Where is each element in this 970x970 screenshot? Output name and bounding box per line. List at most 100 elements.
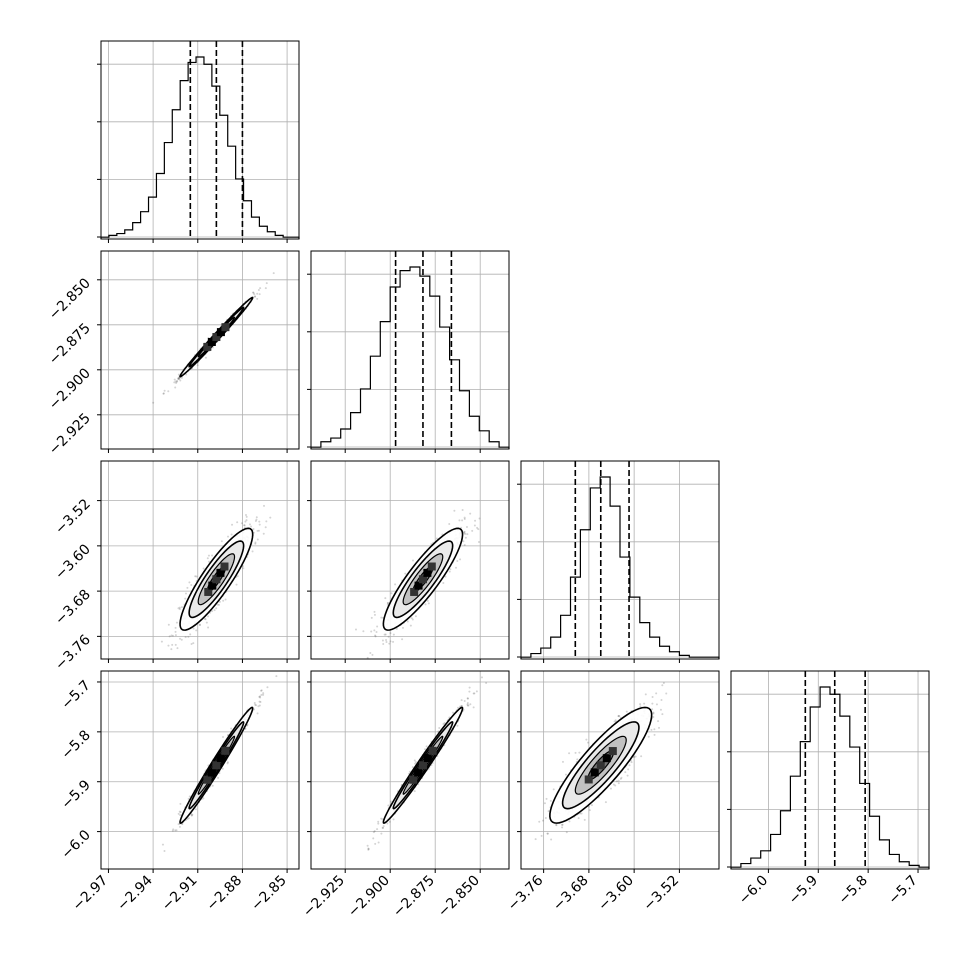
sample-point bbox=[369, 652, 372, 655]
sample-point bbox=[205, 621, 208, 624]
sample-point bbox=[583, 818, 586, 821]
sample-point bbox=[624, 771, 627, 774]
sample-point bbox=[252, 291, 255, 294]
sample-point bbox=[174, 630, 177, 633]
sample-point bbox=[178, 810, 181, 813]
y-tick-label: −3.68 bbox=[52, 587, 94, 629]
sample-point bbox=[380, 832, 383, 835]
sample-point bbox=[217, 776, 220, 779]
sample-point bbox=[377, 822, 380, 825]
sample-point bbox=[547, 810, 550, 813]
density-peak bbox=[212, 333, 221, 342]
panel-frame bbox=[310, 670, 510, 870]
sample-point bbox=[461, 509, 464, 512]
y-tick-label: −3.60 bbox=[52, 541, 94, 583]
sample-point bbox=[385, 640, 388, 643]
x-tick-label: −2.900 bbox=[345, 873, 393, 921]
sample-point bbox=[179, 811, 182, 814]
sample-point bbox=[577, 817, 580, 820]
sample-point bbox=[173, 381, 176, 384]
sample-point bbox=[574, 751, 577, 754]
sample-point bbox=[204, 356, 207, 359]
scatter-panel-2-0: −3.76−3.68−3.60−3.52 bbox=[52, 460, 300, 674]
sample-point bbox=[174, 626, 177, 629]
sample-point bbox=[456, 559, 459, 562]
sample-point bbox=[216, 603, 219, 606]
sample-point bbox=[177, 376, 180, 379]
sample-point bbox=[609, 787, 612, 790]
density-peak bbox=[409, 775, 418, 784]
sample-point bbox=[371, 653, 374, 656]
panel-frame bbox=[730, 670, 930, 870]
sample-point bbox=[177, 373, 180, 376]
density-peak bbox=[216, 754, 225, 763]
sample-point bbox=[272, 272, 275, 275]
sample-point bbox=[651, 708, 654, 711]
sample-point bbox=[171, 634, 174, 637]
sample-point bbox=[546, 832, 549, 835]
sample-point bbox=[374, 635, 377, 638]
sample-point bbox=[626, 774, 629, 777]
sample-point bbox=[174, 829, 177, 832]
sample-point bbox=[172, 828, 175, 831]
sample-point bbox=[473, 692, 476, 695]
density-peak bbox=[414, 768, 423, 777]
sample-point bbox=[463, 530, 466, 533]
sample-point bbox=[465, 526, 468, 529]
sample-point bbox=[163, 850, 166, 853]
sample-point bbox=[546, 832, 549, 835]
sample-point bbox=[401, 626, 404, 629]
sample-point bbox=[466, 697, 469, 700]
sample-point bbox=[192, 627, 195, 630]
sample-point bbox=[392, 633, 395, 636]
sample-point bbox=[545, 797, 548, 800]
x-tick-label: −5.8 bbox=[836, 873, 871, 908]
sample-point bbox=[651, 696, 654, 699]
sample-point bbox=[174, 634, 177, 637]
sample-point bbox=[650, 728, 653, 731]
sample-point bbox=[255, 516, 258, 519]
sample-point bbox=[463, 517, 466, 520]
sample-point bbox=[164, 663, 166, 665]
sample-point bbox=[424, 603, 427, 606]
sample-point bbox=[587, 805, 590, 808]
sample-point bbox=[163, 389, 166, 392]
sample-point bbox=[613, 720, 616, 723]
sample-point bbox=[386, 822, 389, 825]
sample-point bbox=[208, 560, 211, 563]
sample-point bbox=[180, 606, 183, 609]
sample-point bbox=[207, 615, 210, 618]
density-peak bbox=[220, 562, 229, 571]
sample-point bbox=[383, 633, 386, 636]
sample-point bbox=[202, 567, 205, 570]
sample-point bbox=[467, 704, 470, 707]
sample-point bbox=[367, 848, 370, 851]
sample-point bbox=[382, 826, 385, 829]
sample-point bbox=[224, 598, 227, 601]
sample-point bbox=[222, 735, 225, 738]
sample-point bbox=[258, 293, 261, 296]
sample-point bbox=[231, 523, 234, 526]
density-peak bbox=[203, 342, 212, 351]
sample-point bbox=[178, 825, 181, 828]
sample-point bbox=[260, 689, 263, 692]
sample-point bbox=[230, 533, 233, 536]
x-tick-label: −3.76 bbox=[505, 872, 547, 914]
sample-point bbox=[538, 820, 541, 823]
panel-background bbox=[311, 461, 509, 659]
sample-point bbox=[262, 692, 265, 695]
sample-point bbox=[254, 295, 257, 298]
sample-point bbox=[413, 790, 416, 793]
sample-point bbox=[472, 706, 475, 709]
density-peak bbox=[590, 768, 599, 777]
sample-point bbox=[555, 824, 558, 827]
panel-frame bbox=[100, 460, 300, 660]
sample-point bbox=[411, 618, 414, 621]
sample-point bbox=[244, 520, 247, 523]
sample-point bbox=[652, 716, 655, 719]
sample-point bbox=[442, 722, 445, 725]
sample-point bbox=[644, 693, 647, 696]
sample-point bbox=[177, 377, 180, 380]
sample-point bbox=[614, 719, 617, 722]
sample-point bbox=[587, 741, 590, 744]
